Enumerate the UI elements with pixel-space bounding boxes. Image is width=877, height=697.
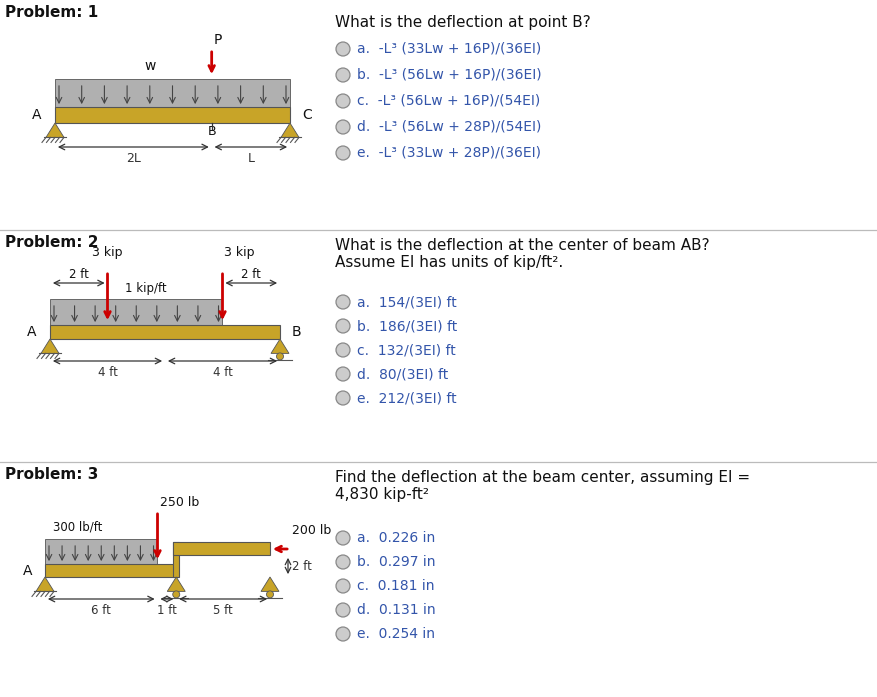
Circle shape <box>336 603 350 617</box>
Circle shape <box>336 579 350 593</box>
Text: c.  -L³ (56Lw + 16P)/(54EI): c. -L³ (56Lw + 16P)/(54EI) <box>357 94 539 108</box>
Text: C: C <box>302 108 311 122</box>
Text: d.  0.131 in: d. 0.131 in <box>357 603 435 617</box>
Polygon shape <box>260 577 279 591</box>
Text: Problem: 3: Problem: 3 <box>5 467 98 482</box>
Polygon shape <box>41 339 59 353</box>
Circle shape <box>336 367 350 381</box>
Text: b.  0.297 in: b. 0.297 in <box>357 555 435 569</box>
Circle shape <box>336 68 350 82</box>
Text: 250 lb: 250 lb <box>160 496 200 509</box>
Circle shape <box>336 343 350 357</box>
Polygon shape <box>36 577 54 591</box>
Polygon shape <box>281 123 299 137</box>
Text: A: A <box>32 108 41 122</box>
Text: P: P <box>213 33 222 47</box>
Bar <box>173 542 270 555</box>
Circle shape <box>336 555 350 569</box>
Text: A: A <box>23 564 32 578</box>
Text: b.  186/(3EI) ft: b. 186/(3EI) ft <box>357 319 457 333</box>
Circle shape <box>336 146 350 160</box>
Text: 2 ft: 2 ft <box>241 268 260 281</box>
Bar <box>55 79 289 107</box>
Text: 2 ft: 2 ft <box>292 560 311 572</box>
Text: What is the deflection at the center of beam AB?
Assume EI has units of kip/ft².: What is the deflection at the center of … <box>335 238 709 270</box>
Bar <box>45 539 157 564</box>
Text: d.  80/(3EI) ft: d. 80/(3EI) ft <box>357 367 448 381</box>
Text: a.  154/(3EI) ft: a. 154/(3EI) ft <box>357 295 456 309</box>
Text: 1 kip/ft: 1 kip/ft <box>125 282 167 295</box>
Polygon shape <box>46 123 64 137</box>
Circle shape <box>276 353 283 360</box>
Circle shape <box>336 42 350 56</box>
Circle shape <box>336 94 350 108</box>
Bar <box>50 299 222 325</box>
Text: c.  132/(3EI) ft: c. 132/(3EI) ft <box>357 343 455 357</box>
Bar <box>45 564 176 577</box>
Bar <box>50 325 280 339</box>
Bar <box>173 542 179 577</box>
Text: Problem: 2: Problem: 2 <box>5 235 98 250</box>
Circle shape <box>336 391 350 405</box>
Text: Problem: 1: Problem: 1 <box>5 5 98 20</box>
Text: 3 kip: 3 kip <box>225 246 254 259</box>
Text: e.  0.254 in: e. 0.254 in <box>357 627 434 641</box>
Text: 2L: 2L <box>125 152 140 165</box>
Text: 1 ft: 1 ft <box>157 604 176 617</box>
Circle shape <box>336 531 350 545</box>
Bar <box>55 107 289 123</box>
Text: e.  -L³ (33Lw + 28P)/(36EI): e. -L³ (33Lw + 28P)/(36EI) <box>357 146 540 160</box>
Text: 3 kip: 3 kip <box>92 246 123 259</box>
Circle shape <box>336 120 350 134</box>
Circle shape <box>173 591 180 598</box>
Polygon shape <box>271 339 289 353</box>
Text: w: w <box>145 59 156 73</box>
Polygon shape <box>167 577 185 591</box>
Text: L: L <box>247 152 254 165</box>
Circle shape <box>336 319 350 333</box>
Text: 5 ft: 5 ft <box>213 604 232 617</box>
Text: A: A <box>26 325 36 339</box>
Text: B: B <box>292 325 302 339</box>
Text: 4 ft: 4 ft <box>212 366 232 379</box>
Text: d.  -L³ (56Lw + 28P)/(54EI): d. -L³ (56Lw + 28P)/(54EI) <box>357 120 541 134</box>
Text: B: B <box>207 125 216 138</box>
Text: 2 ft: 2 ft <box>68 268 89 281</box>
Circle shape <box>336 627 350 641</box>
Text: Find the deflection at the beam center, assuming EI =
4,830 kip-ft²: Find the deflection at the beam center, … <box>335 470 749 503</box>
Text: 6 ft: 6 ft <box>91 604 111 617</box>
Text: b.  -L³ (56Lw + 16P)/(36EI): b. -L³ (56Lw + 16P)/(36EI) <box>357 68 541 82</box>
Text: What is the deflection at point B?: What is the deflection at point B? <box>335 15 590 30</box>
Text: a.  -L³ (33Lw + 16P)/(36EI): a. -L³ (33Lw + 16P)/(36EI) <box>357 42 540 56</box>
Circle shape <box>267 591 274 598</box>
Text: a.  0.226 in: a. 0.226 in <box>357 531 435 545</box>
Text: 4 ft: 4 ft <box>97 366 118 379</box>
Text: c.  0.181 in: c. 0.181 in <box>357 579 434 593</box>
Text: e.  212/(3EI) ft: e. 212/(3EI) ft <box>357 391 456 405</box>
Text: 300 lb/ft: 300 lb/ft <box>53 521 103 534</box>
Circle shape <box>336 295 350 309</box>
Text: 200 lb: 200 lb <box>292 524 331 537</box>
